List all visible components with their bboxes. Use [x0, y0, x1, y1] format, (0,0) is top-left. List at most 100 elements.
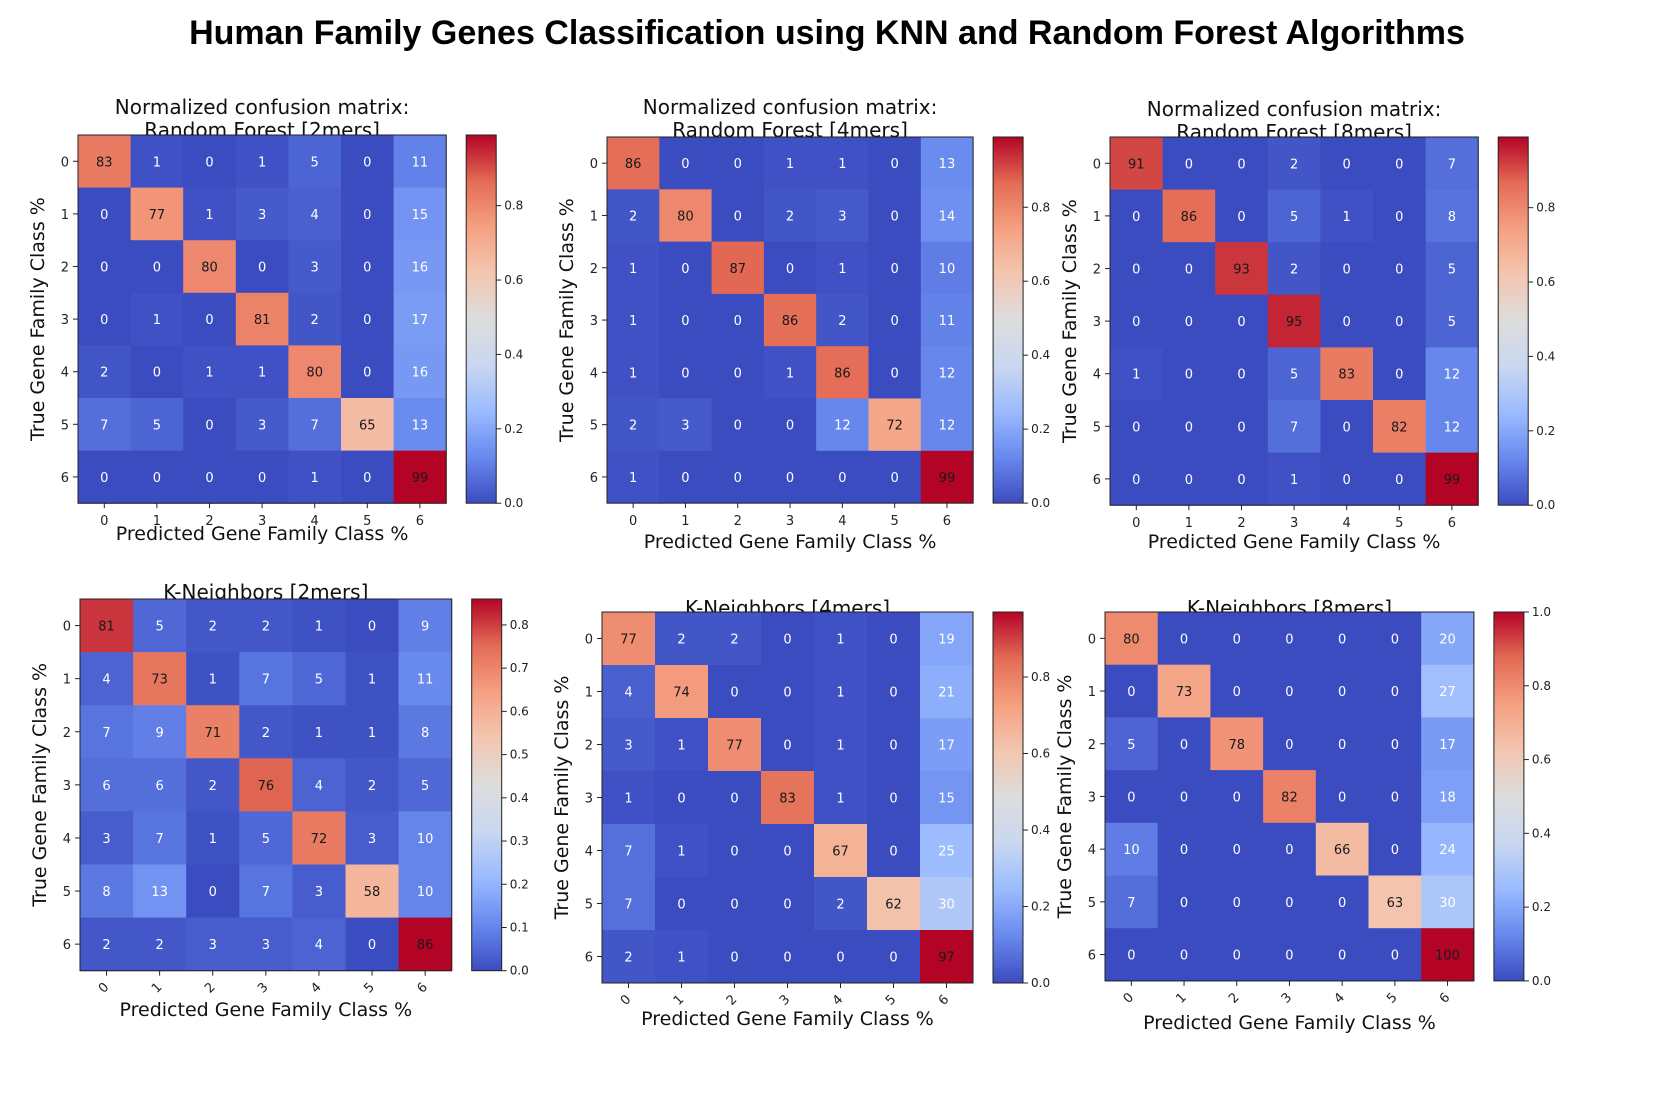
heatmap-cell [80, 917, 134, 972]
cell-value-label: 5 [311, 155, 319, 170]
heatmap-cell [78, 345, 132, 399]
x-tick-label: 5 [363, 514, 371, 529]
y-axis-label: True Gene Family Class % [1059, 199, 1081, 444]
cell-value-label: 0 [205, 418, 213, 433]
cell-value-label: 5 [1448, 263, 1456, 278]
colorbar-tick-label: 0.5 [510, 748, 529, 762]
heatmap-cell [80, 599, 134, 653]
cell-value-label: 71 [204, 726, 221, 741]
colorbar [465, 134, 497, 504]
cell-value-label: 0 [1391, 949, 1399, 964]
heatmap-cell [867, 718, 921, 772]
heatmap-cell [655, 824, 709, 878]
heatmap-cell [761, 771, 815, 825]
heatmap-cell [133, 811, 187, 865]
heatmap-cell [341, 240, 395, 294]
confusion-matrix-panel: K-Neighbors [4mers]77 2 2 0 1 0 194 74 0 0 1 0 213 1 7… [551, 596, 1050, 1030]
cell-value-label: 5 [1290, 210, 1298, 225]
cell-value-label: 0 [1233, 632, 1241, 647]
y-tick-label: 1 [585, 686, 593, 701]
heatmap-cell [1373, 294, 1427, 348]
heatmap-cell [130, 450, 184, 504]
cell-value-label: 0 [681, 262, 689, 277]
heatmap-cell [1421, 612, 1475, 666]
heatmap-cell [655, 930, 709, 984]
heatmap-cell [1267, 242, 1321, 296]
cell-value-label: 1 [677, 739, 685, 754]
cell-value-label: 17 [1439, 738, 1456, 753]
cell-value-label: 0 [1395, 210, 1403, 225]
cell-value-label: 0 [786, 419, 794, 434]
colorbar-tick-label: 0.0 [504, 496, 523, 510]
heatmap-cell [235, 135, 289, 189]
confusion-matrix-panel: K-Neighbors [8mers]80 0 0 0 0 0 200 73 0 0 0 0 275 0 7… [1054, 596, 1551, 1034]
x-tick-label: 4 [1331, 990, 1347, 1006]
cell-value-label: 0 [891, 471, 899, 486]
y-tick-label: 2 [590, 262, 598, 277]
cell-value-label: 0 [363, 471, 371, 486]
heatmap-cell [814, 665, 868, 719]
heatmap-cell [80, 652, 134, 706]
cell-value-label: 27 [1439, 685, 1456, 700]
heatmap-cell [763, 137, 817, 190]
colorbar-tick-label: 0.6 [1536, 275, 1555, 289]
colorbar-tick-label: 0.8 [504, 199, 523, 213]
cell-value-label: 3 [315, 885, 323, 900]
cell-value-label: 1 [836, 792, 844, 807]
cell-value-label: 1 [836, 633, 844, 648]
heatmap-cell [1162, 189, 1216, 243]
chart-title: Normalized confusion matrix: [1147, 97, 1442, 121]
cell-value-label: 0 [368, 620, 376, 635]
cell-value-label: 0 [1132, 210, 1140, 225]
heatmap-cell [288, 135, 342, 189]
heatmap-cell [1315, 928, 1369, 982]
cell-value-label: 11 [412, 155, 429, 170]
y-tick-label: 4 [590, 366, 598, 381]
heatmap-cell [1421, 928, 1475, 982]
cell-value-label: 2 [156, 938, 164, 953]
cell-value-label: 0 [677, 792, 685, 807]
heatmap-cell [816, 137, 869, 190]
cell-value-label: 2 [262, 620, 270, 635]
cell-value-label: 1 [258, 366, 266, 381]
cell-value-label: 0 [1180, 896, 1188, 911]
x-tick-label: 3 [777, 992, 793, 1008]
cell-value-label: 74 [673, 686, 690, 701]
heatmap-cell [868, 398, 922, 452]
heatmap-cell [761, 718, 815, 772]
heatmap-cell [1425, 347, 1479, 401]
y-tick-label: 2 [63, 726, 71, 741]
heatmap-cell [1421, 822, 1475, 876]
cell-value-label: 2 [624, 951, 632, 966]
cell-value-label: 86 [834, 366, 851, 381]
heatmap-cell [708, 877, 762, 931]
x-tick-label: 5 [1384, 990, 1400, 1006]
heatmap-cell [1421, 664, 1475, 718]
cell-value-label: 0 [1237, 473, 1245, 488]
heatmap-cell [1162, 400, 1216, 454]
heatmap-cell [133, 758, 187, 812]
heatmap-cell [1215, 137, 1269, 191]
colorbar-tick-label: 0.6 [1532, 753, 1551, 767]
heatmap-cell [1315, 822, 1369, 876]
heatmap-cell [1215, 400, 1269, 454]
heatmap-cell [659, 450, 713, 504]
heatmap-cell [920, 137, 974, 190]
x-tick-label: 4 [311, 514, 319, 529]
cell-value-label: 1 [153, 313, 161, 328]
cell-value-label: 0 [363, 366, 371, 381]
heatmap-cell [133, 652, 187, 706]
heatmap-cell [341, 450, 395, 504]
heatmap-cell [80, 864, 134, 919]
colorbar-tick-label: 0.4 [1536, 349, 1555, 363]
heatmap-cell [1425, 294, 1479, 348]
cell-value-label: 2 [629, 209, 637, 224]
colorbar [992, 136, 1024, 504]
cell-value-label: 1 [209, 673, 217, 688]
heatmap-cell [920, 612, 974, 666]
heatmap-cell [1320, 137, 1374, 191]
cell-value-label: 6 [102, 779, 110, 794]
cell-value-label: 0 [786, 471, 794, 486]
cell-value-label: 8 [102, 885, 110, 900]
cell-value-label: 0 [363, 261, 371, 276]
